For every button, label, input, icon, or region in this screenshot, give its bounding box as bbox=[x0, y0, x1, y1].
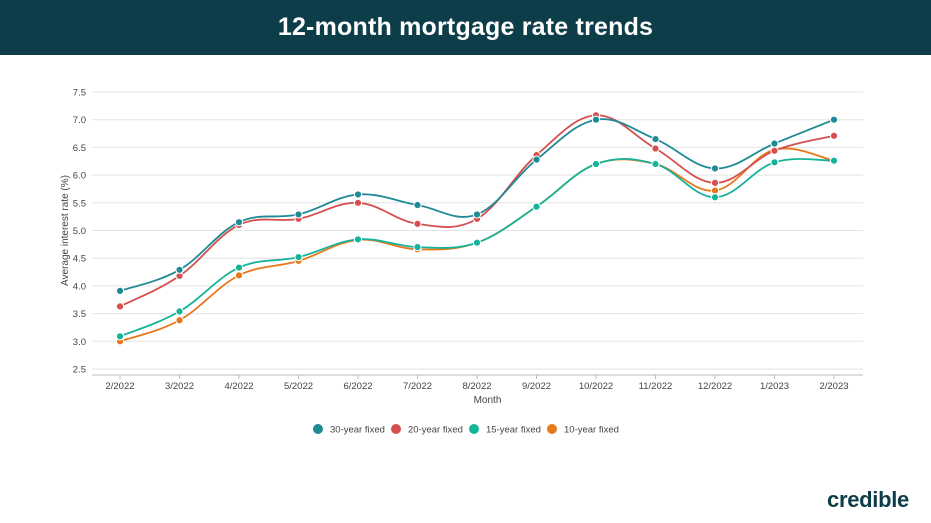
data-point bbox=[829, 115, 839, 124]
data-point bbox=[591, 159, 601, 169]
data-point bbox=[353, 198, 363, 207]
legend-item: 10-year fixed bbox=[547, 424, 619, 436]
legend: 30-year fixed 20-year fixed 15-year fixed 1… bbox=[313, 424, 619, 436]
x-tick-label: 8/2022 bbox=[462, 381, 491, 392]
series-15-year-fixed bbox=[115, 156, 839, 341]
series-30-year-fixed bbox=[115, 115, 839, 295]
data-point bbox=[829, 156, 839, 165]
data-point bbox=[294, 252, 303, 262]
data-point bbox=[710, 178, 720, 187]
data-point bbox=[234, 218, 244, 227]
data-point bbox=[115, 286, 125, 295]
legend-swatch bbox=[313, 424, 323, 434]
x-axis-ticks: 2/2022 3/2022 4/2022 5/2022 6/2022 7/2022 8/20… bbox=[105, 375, 849, 392]
x-tick-label: 2/2022 bbox=[105, 381, 134, 392]
x-axis-title: Month bbox=[474, 395, 502, 406]
legend-swatch bbox=[469, 424, 479, 434]
data-point bbox=[829, 131, 839, 140]
x-tick-label: 1/2023 bbox=[760, 381, 789, 392]
data-point bbox=[175, 307, 184, 316]
y-tick-label: 7.5 bbox=[73, 88, 86, 99]
data-point bbox=[591, 115, 601, 124]
series-lines bbox=[115, 111, 839, 346]
data-point bbox=[175, 265, 184, 274]
data-point bbox=[532, 155, 541, 164]
y-tick-label: 7.0 bbox=[73, 115, 86, 126]
legend-item: 15-year fixed bbox=[469, 424, 541, 436]
data-point bbox=[294, 210, 303, 219]
y-tick-label: 6.5 bbox=[73, 143, 86, 154]
data-point bbox=[472, 210, 482, 219]
data-point bbox=[710, 164, 720, 173]
x-tick-label: 11/2022 bbox=[639, 381, 673, 392]
data-point bbox=[770, 158, 779, 167]
credible-logo: credible bbox=[827, 487, 909, 512]
x-tick-label: 4/2022 bbox=[224, 381, 253, 392]
legend-label: 10-year fixed bbox=[564, 425, 619, 436]
legend-label: 20-year fixed bbox=[408, 425, 463, 436]
legend-item: 20-year fixed bbox=[391, 424, 463, 436]
data-point bbox=[115, 332, 125, 341]
x-tick-label: 2/2023 bbox=[819, 381, 848, 392]
x-tick-label: 12/2022 bbox=[698, 381, 732, 392]
x-tick-label: 3/2022 bbox=[165, 381, 194, 392]
series-line-30-year-fixed bbox=[119, 118, 835, 292]
data-point bbox=[115, 302, 125, 311]
legend-swatch bbox=[391, 424, 401, 434]
data-point bbox=[353, 235, 363, 244]
data-point bbox=[651, 159, 660, 169]
y-tick-label: 5.0 bbox=[73, 226, 86, 237]
data-point bbox=[353, 190, 363, 199]
x-tick-label: 9/2022 bbox=[522, 381, 551, 392]
y-axis-title: Average interest rate (%) bbox=[60, 175, 71, 286]
data-point bbox=[532, 202, 541, 211]
grid-lines bbox=[92, 91, 863, 376]
legend-label: 15-year fixed bbox=[486, 425, 541, 436]
data-point bbox=[175, 316, 184, 325]
data-point bbox=[413, 243, 422, 252]
data-point bbox=[234, 263, 244, 272]
y-tick-label: 4.5 bbox=[73, 254, 86, 265]
y-tick-label: 5.5 bbox=[73, 198, 86, 209]
chart-title: 12-month mortgage rate trends bbox=[277, 13, 654, 41]
data-point bbox=[413, 219, 422, 228]
y-tick-label: 4.0 bbox=[73, 281, 86, 292]
data-point bbox=[710, 193, 720, 202]
legend-item: 30-year fixed bbox=[313, 424, 385, 436]
chart-header: 12-month mortgage rate trends bbox=[0, 0, 931, 55]
x-tick-label: 5/2022 bbox=[284, 381, 313, 392]
y-tick-label: 3.5 bbox=[73, 309, 86, 320]
data-point bbox=[770, 139, 779, 148]
x-tick-label: 10/2022 bbox=[579, 381, 613, 392]
legend-label: 30-year fixed bbox=[330, 425, 385, 436]
data-point bbox=[234, 271, 244, 280]
data-point bbox=[472, 238, 482, 247]
data-point bbox=[651, 134, 660, 144]
legend-swatch bbox=[547, 424, 557, 434]
y-tick-label: 2.5 bbox=[73, 365, 86, 376]
y-tick-label: 3.0 bbox=[73, 337, 86, 348]
line-chart: 2.5 3.0 3.5 4.0 4.5 5.0 5.5 6.0 6.5 7.0 7.5 2/2022… bbox=[60, 88, 863, 436]
data-point bbox=[651, 144, 660, 153]
data-point bbox=[413, 200, 422, 210]
y-tick-label: 6.0 bbox=[73, 171, 86, 182]
data-point bbox=[770, 146, 779, 155]
data-point bbox=[710, 186, 720, 195]
y-axis-ticks: 2.5 3.0 3.5 4.0 4.5 5.0 5.5 6.0 6.5 7.0 7.5 bbox=[73, 88, 86, 376]
x-tick-label: 6/2022 bbox=[343, 381, 372, 392]
x-tick-label: 7/2022 bbox=[403, 381, 432, 392]
